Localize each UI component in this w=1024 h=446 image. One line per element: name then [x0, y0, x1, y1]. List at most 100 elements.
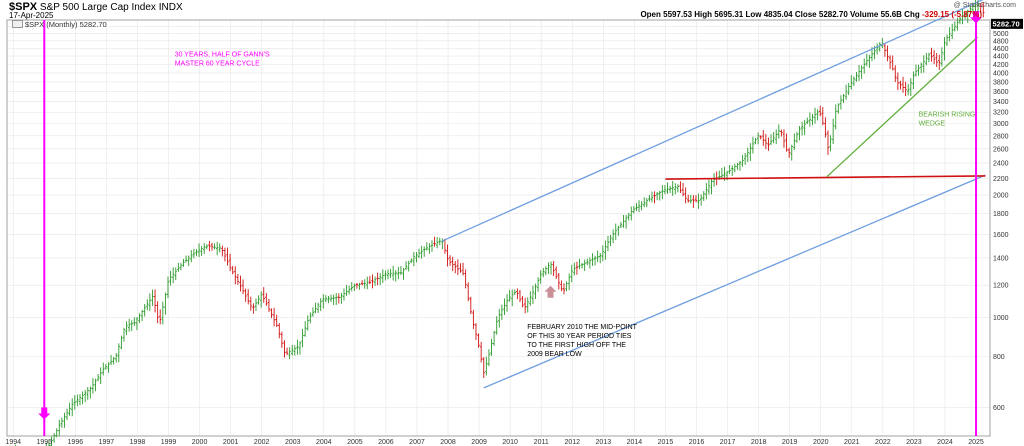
ohlc-bar	[930, 47, 933, 62]
ohlc-bar	[197, 243, 201, 258]
ohlc-bar	[800, 121, 804, 136]
chart-date: 17-Apr-2025	[9, 11, 54, 20]
y-tick-label: 4800	[993, 38, 1009, 45]
ohlc-bar	[888, 55, 892, 69]
ohlc-bar	[397, 266, 400, 280]
ohlc-bar	[241, 279, 245, 295]
ohlc-bar	[127, 318, 131, 332]
ohlc-bar	[342, 288, 346, 301]
ohlc-bar	[738, 160, 742, 171]
ohlc-bar	[272, 307, 276, 327]
ohlc-bar	[743, 153, 747, 165]
ohlc-bar	[262, 287, 265, 303]
ohlc-bar	[109, 354, 113, 366]
ohlc-bar	[151, 289, 154, 306]
annotations: 30 YEARS, HALF OF GANN'S MASTER 60 YEAR C…	[175, 52, 976, 359]
ohlc-bar	[389, 268, 392, 278]
ohlc-bar	[68, 402, 71, 416]
ohlc-bar	[146, 299, 149, 311]
ohlc-bar	[153, 289, 157, 313]
ohlc-bar	[650, 191, 654, 203]
ohlc-bar	[948, 27, 951, 42]
ohlc-bar	[668, 185, 672, 194]
ohlc-bar	[901, 76, 905, 93]
ohlc-bar	[236, 273, 240, 285]
ohlc-bar	[500, 304, 504, 321]
ohlc-bar	[280, 331, 284, 348]
ohlc-bar	[907, 83, 910, 96]
ohlc-bar	[547, 262, 550, 274]
ohlc-bar	[557, 273, 561, 290]
arrow-down-icon	[38, 407, 51, 420]
y-tick-label: 1200	[993, 283, 1009, 290]
ohlc-bar	[239, 275, 242, 292]
ohlc-bar	[327, 296, 330, 304]
ohlc-bar	[919, 62, 923, 74]
ohlc-bar	[808, 112, 812, 127]
ohlc-bar	[552, 260, 555, 277]
ohlc-bar	[285, 347, 289, 356]
ohlc-bar	[314, 302, 317, 314]
legend-swatch	[12, 20, 23, 28]
ohlc-bar	[707, 179, 711, 195]
ohlc-bar	[640, 201, 643, 211]
ohlc-bar	[394, 270, 397, 282]
ohlc-bar	[531, 285, 535, 305]
ohlc-bar	[824, 117, 827, 138]
annotation-gann: 30 YEARS, HALF OF GANN'S MASTER 60 YEAR C…	[175, 52, 270, 68]
ohlc-bar	[376, 272, 379, 286]
ohlc-bar	[645, 197, 649, 208]
ohlc-bar	[381, 269, 385, 284]
ohlc-bar	[821, 107, 825, 126]
ohlc-bar	[819, 105, 822, 117]
ohlc-bar	[182, 259, 185, 267]
ohlc-bar	[192, 248, 196, 259]
ohlc-bar	[259, 291, 263, 308]
credit: @ StockCharts.com	[953, 2, 1016, 9]
ohlc-bar	[270, 308, 273, 319]
ohlc-bar	[868, 54, 871, 68]
ohlc-bar	[529, 291, 532, 306]
x-tick-label: 2019	[782, 439, 798, 446]
ohlc-bar	[694, 195, 698, 203]
ohlc-bar	[203, 242, 206, 254]
ohlc-bars	[9, 0, 985, 446]
ohlc-bar	[674, 183, 677, 195]
ohlc-bar	[829, 135, 832, 152]
ohlc-bar	[611, 229, 615, 244]
ohlc-bar	[267, 298, 271, 313]
ohlc-bar	[938, 54, 941, 70]
arrow-up-icon	[544, 285, 557, 298]
ohlc-bar	[247, 289, 250, 305]
ohlc-bar	[451, 256, 454, 272]
ohlc-bar	[402, 268, 405, 280]
index-name: S&P 500 Large Cap Index	[39, 2, 156, 13]
low-value: 4835.04	[763, 10, 793, 19]
ohlc-bar	[945, 34, 949, 46]
ohlc-bar	[614, 223, 617, 240]
ohlc-bar	[925, 52, 928, 66]
ohlc-bar	[958, 16, 962, 25]
ohlc-bar	[117, 343, 121, 363]
ohlc-bar	[355, 282, 359, 289]
ohlc-bar	[45, 442, 47, 446]
ohlc-bar	[813, 107, 817, 124]
ohlc-bar	[231, 266, 234, 275]
ohlc-bar	[756, 132, 760, 145]
ohlc-bar	[298, 341, 302, 355]
ohlc-bar	[518, 290, 522, 303]
ohlc-bar	[896, 72, 900, 91]
ohlc-bar	[769, 134, 773, 146]
ohlc-bar	[329, 294, 333, 302]
ohlc-bar	[384, 270, 387, 281]
ohlc-bar	[448, 255, 452, 266]
ohlc-bar	[904, 81, 907, 97]
close-value: 5282.70	[818, 10, 848, 19]
ohlc-bar	[469, 296, 473, 315]
ohlc-bar	[899, 80, 902, 90]
ohlc-bar	[857, 65, 861, 82]
ohlc-bar	[661, 185, 664, 200]
ohlc-bar	[166, 276, 170, 299]
ohlc-bar	[244, 288, 247, 302]
ohlc-bar	[71, 398, 74, 417]
